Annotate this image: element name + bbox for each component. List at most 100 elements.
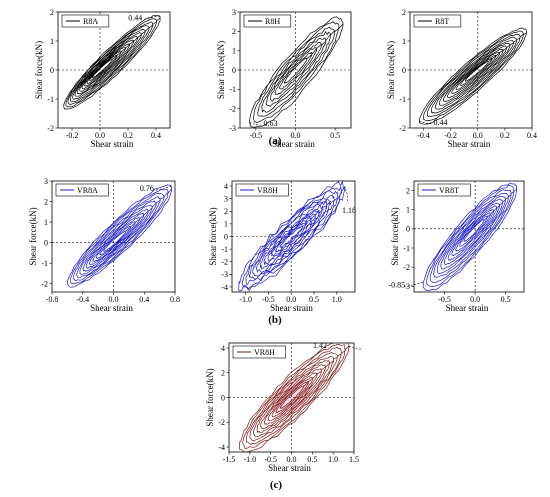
y-tick-label: -2 [41,280,48,289]
x-axis-label: Shear strain [90,303,133,313]
y-axis-label: Shear force(kN) [386,41,396,99]
y-tick-label: 4 [224,182,228,191]
x-tick-label: 0.0 [291,131,301,140]
legend-label: VR8T [439,186,459,195]
x-tick-label: 0.4 [527,131,537,140]
chart-r8t: -0.4 -0.2 0.0 0.2 0.4 -2 -1 0 1 2 Shear strain Shea… [386,8,537,149]
y-tick-label: 0 [406,225,410,234]
series-line-vr8h-c [239,343,350,452]
legend-box [235,183,289,197]
chart-vr8h-c: -1.5 -1.0 -0.5 0.0 0.5 1.0 1.5 -4 -2 0 2 4 Shear str… [205,341,362,473]
x-tick-label: 0.0 [109,295,119,304]
series-line-r8h [249,16,344,128]
y-tick-label: 0 [221,393,225,402]
x-tick-label: -0.5 [438,295,451,304]
annotation-label: 0.76 [140,184,154,193]
x-tick-label: 1.0 [328,455,338,464]
y-tick-label: -1 [399,95,406,104]
y-tick-label: 0 [50,66,54,75]
series-line-vr8h [238,181,346,292]
y-tick-label: 3 [232,8,236,17]
y-tick-label: -1 [221,245,228,254]
x-tick-label: -1.5 [223,455,236,464]
x-tick-label: 0.5 [309,295,319,304]
y-tick-label: -2 [218,418,225,427]
y-tick-label: 2 [221,369,225,378]
x-tick-label: 0.5 [307,455,317,464]
y-tick-label: -1 [229,85,236,94]
x-tick-label: 0.0 [470,295,480,304]
y-tick-label: 0 [224,232,228,241]
x-tick-label: 0.5 [330,131,340,140]
y-tick-label: -2 [47,124,54,133]
x-axis-label: Shear strain [91,139,134,149]
y-tick-label: -3 [229,124,236,133]
legend-label: R8H [265,17,280,26]
y-tick-label: -2 [229,104,236,113]
y-tick-label: 1 [50,37,54,46]
series-line-r8a [63,14,161,110]
y-tick-label: -1 [47,95,54,104]
plot-frame [413,180,525,293]
series-line-r8t [419,27,527,125]
annotation-leader [407,282,424,287]
annotation-leader [155,185,172,191]
y-tick-label: 2 [232,27,236,36]
x-tick-label: -0.4 [76,295,89,304]
y-axis-label: Shear force(kN) [34,41,44,99]
legend-label: R8T [435,17,449,26]
y-tick-label: -2 [403,263,410,272]
y-tick-label: 1 [224,220,228,229]
x-axis-label: Shear strain [270,303,313,313]
annotation-leader [144,15,161,20]
y-tick-label: 3 [224,194,228,203]
x-axis-label: Shear strain [268,463,311,473]
y-tick-label: -2 [221,258,228,267]
x-tick-label: -0.5 [264,455,277,464]
annotation-label: 0.44 [433,118,447,127]
x-tick-label: 0.2 [123,131,133,140]
series-line-vr8a [67,184,173,288]
x-tick-label: -0.4 [417,131,430,140]
annotation-leader [249,121,262,126]
x-tick-label: -0.2 [444,131,457,140]
chart-r8a: -0.2 0.0 0.2 0.4 -2 -1 0 1 2 Shear strain Shear fo… [34,8,171,149]
annotation-label: 0.44 [128,13,142,22]
annotation-label: 1.18 [342,206,356,215]
legend-box [243,14,292,28]
x-tick-label: -0.2 [66,131,79,140]
x-tick-label: 0.0 [286,295,296,304]
y-tick-label: 3 [44,177,48,186]
x-axis-label: Shear strain [272,139,315,149]
x-tick-label: 0.2 [500,131,510,140]
legend-box [413,14,462,28]
x-tick-label: -1.0 [239,295,252,304]
x-tick-label: 1.0 [332,295,342,304]
annotation-label: 1.42 [313,341,327,350]
annotation-label: 0.63 [264,119,278,128]
y-axis-label: Shear force(kN) [205,368,215,426]
y-tick-label: 0 [402,66,406,75]
y-axis-label: Shear force(kN) [28,207,38,265]
y-tick-label: 1 [402,37,406,46]
x-tick-label: 0.4 [151,131,161,140]
x-tick-label: 0.0 [95,131,105,140]
y-tick-label: 2 [224,207,228,216]
x-tick-label: -0.5 [250,131,263,140]
legend-label: R8A [83,17,98,26]
annotation-leader [344,189,348,204]
y-tick-label: -4 [218,443,225,452]
y-tick-label: 1 [44,218,48,227]
legend-box [61,14,110,28]
series-line-vr8t [422,182,518,291]
y-tick-label: 4 [221,344,225,353]
panel-label-a: (a) [269,135,282,147]
annotation-leader [348,345,362,350]
panel-label-c: (c) [270,479,283,491]
y-tick-label: 2 [44,197,48,206]
y-tick-label: -3 [403,282,410,291]
legend-box [55,183,109,197]
x-tick-label: 0.8 [170,295,180,304]
legend-label: VR8H [257,186,278,195]
